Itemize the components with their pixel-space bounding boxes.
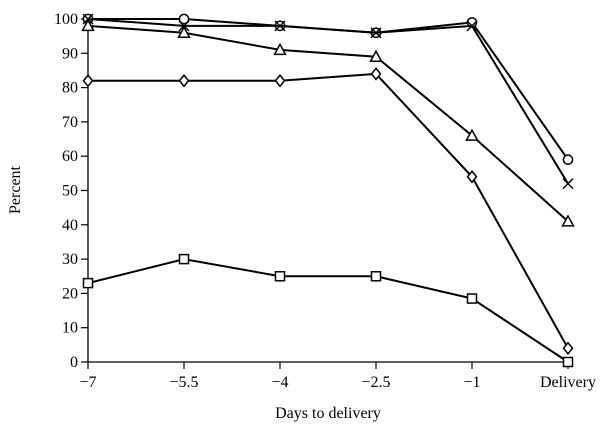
x-tick-label: −2.5 [361,374,390,391]
y-ticks: 0 10 20 30 40 50 60 70 80 90 100 [54,11,88,371]
series-square [82,253,574,368]
data-point-square [274,271,286,282]
data-point-square [370,271,382,282]
y-tick-label: 20 [62,285,78,302]
x-tick-label: −5.5 [169,374,198,391]
series-line-cross [87,18,569,185]
data-point-square [466,293,478,304]
data-point-cross [562,178,574,190]
series-line-triangle [87,24,569,223]
series-circle [82,13,574,165]
y-tick-label: 30 [62,251,78,268]
data-point-cross [466,20,478,32]
data-point-cross [370,27,382,39]
data-point-square [562,356,574,368]
y-tick-label: 80 [62,80,78,97]
data-point-triangle [561,214,575,227]
y-tick-label: 100 [54,11,78,28]
series-layer [81,13,575,368]
data-point-triangle [465,128,479,141]
data-point-cross [274,20,286,32]
data-point-diamond [274,74,286,88]
data-point-diamond [466,170,478,184]
data-point-diamond [82,74,94,88]
y-tick-label: 60 [62,148,78,165]
series-line-square [87,258,569,363]
y-tick-label: 10 [62,320,78,337]
data-point-square [82,277,94,289]
axes [87,19,568,363]
x-ticks: −7 −5.5 −4 −2.5 −1 Delivery [79,362,596,391]
data-point-triangle [177,25,191,38]
y-tick-label: 90 [62,45,78,62]
y-tick-label: 0 [70,354,78,371]
series-line-circle [88,18,569,161]
data-point-circle [562,154,574,165]
data-point-diamond [370,67,382,81]
x-axis-title: Days to delivery [275,405,381,422]
y-tick-label: 40 [62,217,78,234]
x-tick-label: −1 [463,374,480,391]
series-line-diamond [88,72,569,349]
data-point-diamond [562,341,574,355]
y-tick-label: 50 [62,183,78,200]
y-tick-label: 70 [62,114,78,131]
x-tick-label: −7 [79,374,96,391]
series-cross [82,13,574,190]
y-axis-title: Percent [7,165,24,214]
data-point-circle [178,13,190,25]
series-diamond [82,67,574,355]
data-point-square [178,253,190,265]
data-point-triangle [273,42,287,56]
data-point-triangle [369,49,383,62]
x-tick-label: Delivery [540,374,596,391]
data-point-diamond [178,74,190,88]
x-tick-label: −4 [271,374,288,391]
series-triangle [81,18,575,227]
data-point-triangle [81,18,95,32]
